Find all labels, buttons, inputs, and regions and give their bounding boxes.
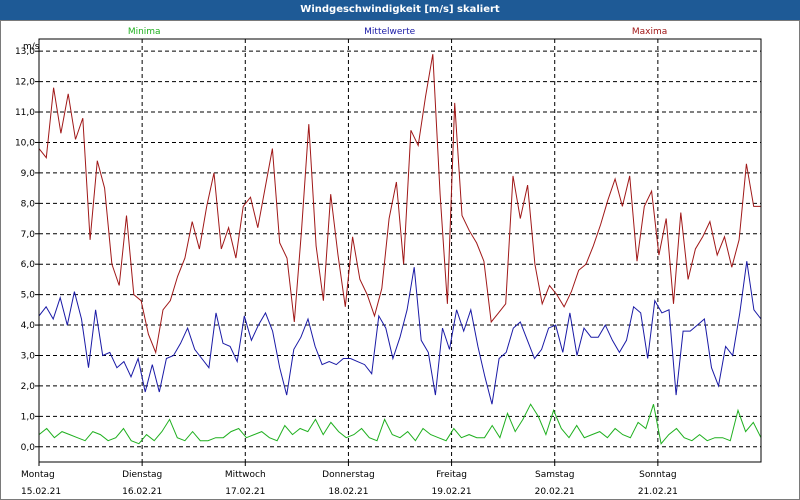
chart-panel: 0,0 1,0 2,0 3,0 4,0 5,0 6,0 7,0 8,0 9,0 10,0 11,0 12… <box>0 20 800 500</box>
series-line-maxima <box>38 54 761 355</box>
window-title: Windgeschwindigkeit [m/s] skaliert <box>0 0 800 20</box>
x-tick-weekday: Freitag <box>436 470 467 480</box>
x-tick-date: 21.02.21 <box>638 487 678 497</box>
y-tick-label: 9,0 <box>21 169 36 179</box>
y-tick-label: 6,0 <box>21 260 36 270</box>
y-tick-label: 4,0 <box>21 321 36 331</box>
y-tick-label: 1,0 <box>21 412 36 422</box>
y-tick-label: 5,0 <box>21 291 36 301</box>
x-tick-weekday: Montag <box>21 470 55 480</box>
y-tick-label: 7,0 <box>21 230 36 240</box>
x-tick-date: 20.02.21 <box>535 487 575 497</box>
plot-area-border <box>38 38 762 463</box>
wind-speed-chart: 0,0 1,0 2,0 3,0 4,0 5,0 6,0 7,0 8,0 9,0 10,0 11,0 12… <box>15 27 762 497</box>
x-tick-date: 15.02.21 <box>21 487 61 497</box>
legend-label-mittelwerte: Mittelwerte <box>364 27 415 37</box>
legend-label-maxima: Maxima <box>632 27 667 37</box>
legend-label-minima: Minima <box>128 27 161 37</box>
y-tick-label: 0,0 <box>21 443 36 453</box>
x-axis-ticks: Montag 15.02.21 Dienstag 16.02.21 Mittwoch 17… <box>21 462 678 497</box>
x-tick-weekday: Mittwoch <box>225 470 266 480</box>
y-tick-label: 12,0 <box>15 78 35 88</box>
y-tick-label: 11,0 <box>15 108 35 118</box>
y-tick-label: 13,0 <box>15 47 35 57</box>
x-tick-date: 18.02.21 <box>328 487 368 497</box>
y-axis-ticks: 0,0 1,0 2,0 3,0 4,0 5,0 6,0 7,0 8,0 9,0 10,0 11,0 12… <box>15 47 39 453</box>
x-tick-date: 19.02.21 <box>432 487 472 497</box>
y-tick-label: 8,0 <box>21 199 36 209</box>
x-tick-weekday: Sonntag <box>639 470 676 480</box>
y-tick-label: 10,0 <box>15 138 35 148</box>
legend: Minima Mittelwerte Maxima <box>128 27 667 37</box>
y-tick-label: 3,0 <box>21 351 36 361</box>
x-tick-date: 17.02.21 <box>225 487 265 497</box>
series-line-mittelwerte <box>38 261 762 405</box>
x-tick-weekday: Dienstag <box>122 470 162 480</box>
x-tick-date: 16.02.21 <box>122 487 162 497</box>
y-tick-label: 2,0 <box>21 382 36 392</box>
series-line-minima <box>38 403 762 445</box>
series-lines <box>38 54 762 445</box>
y-axis-label: m/s <box>23 42 40 52</box>
x-tick-weekday: Donnerstag <box>322 470 375 480</box>
x-tick-weekday: Samstag <box>535 470 574 480</box>
grid <box>39 39 761 462</box>
